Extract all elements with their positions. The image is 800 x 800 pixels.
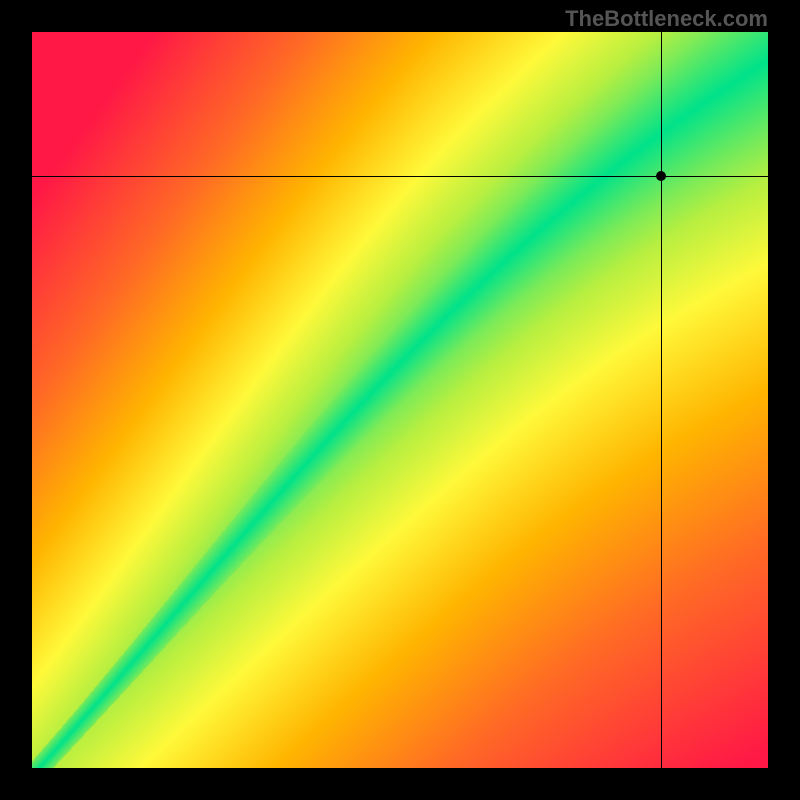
watermark-text: TheBottleneck.com (565, 6, 768, 32)
heatmap-canvas (32, 32, 768, 768)
heatmap-plot (32, 32, 768, 768)
crosshair-marker (656, 171, 666, 181)
crosshair-vertical (661, 32, 662, 768)
